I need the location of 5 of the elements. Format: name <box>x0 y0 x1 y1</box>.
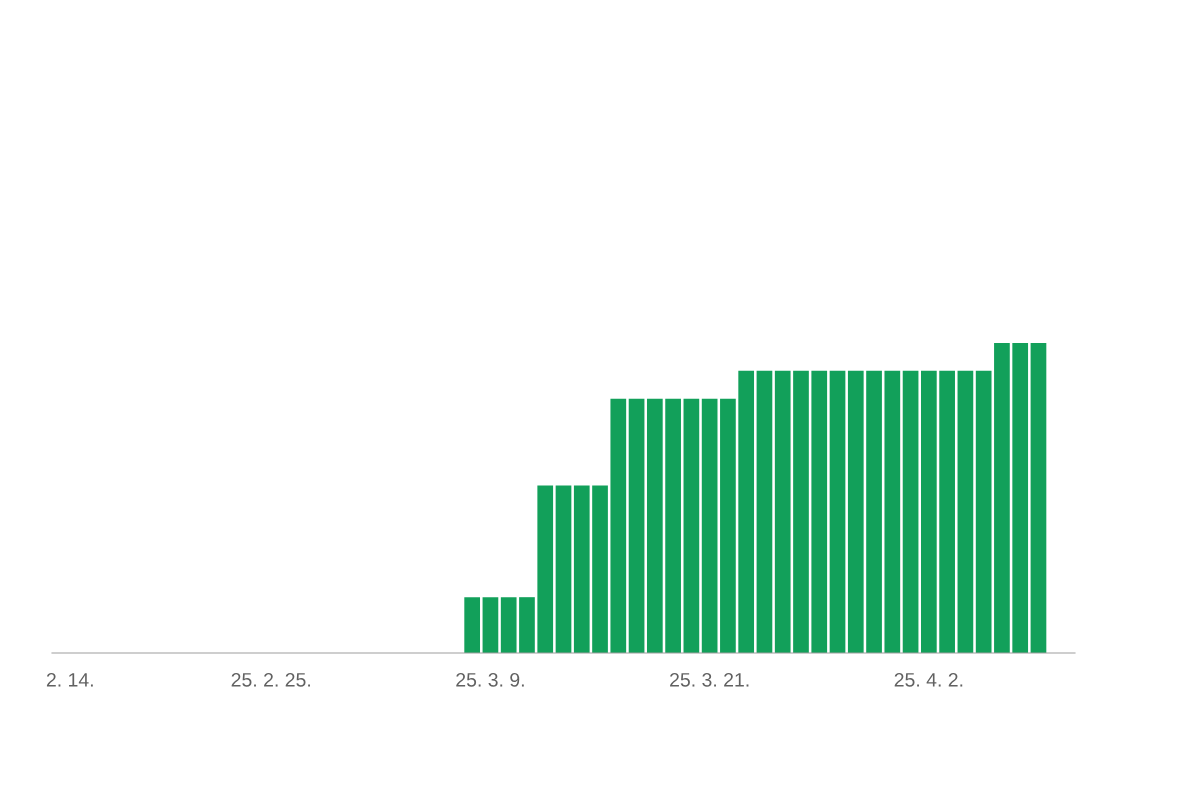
x-tick-label: 25. 4. 2. <box>894 672 963 687</box>
x-tick-label: 25. 2. 25. <box>231 672 310 687</box>
x-tick-label: 25. 3. 21. <box>670 672 749 687</box>
x-tick-label: 2. 14. <box>46 672 93 687</box>
x-tick-label: 25. 3. 9. <box>456 672 524 687</box>
